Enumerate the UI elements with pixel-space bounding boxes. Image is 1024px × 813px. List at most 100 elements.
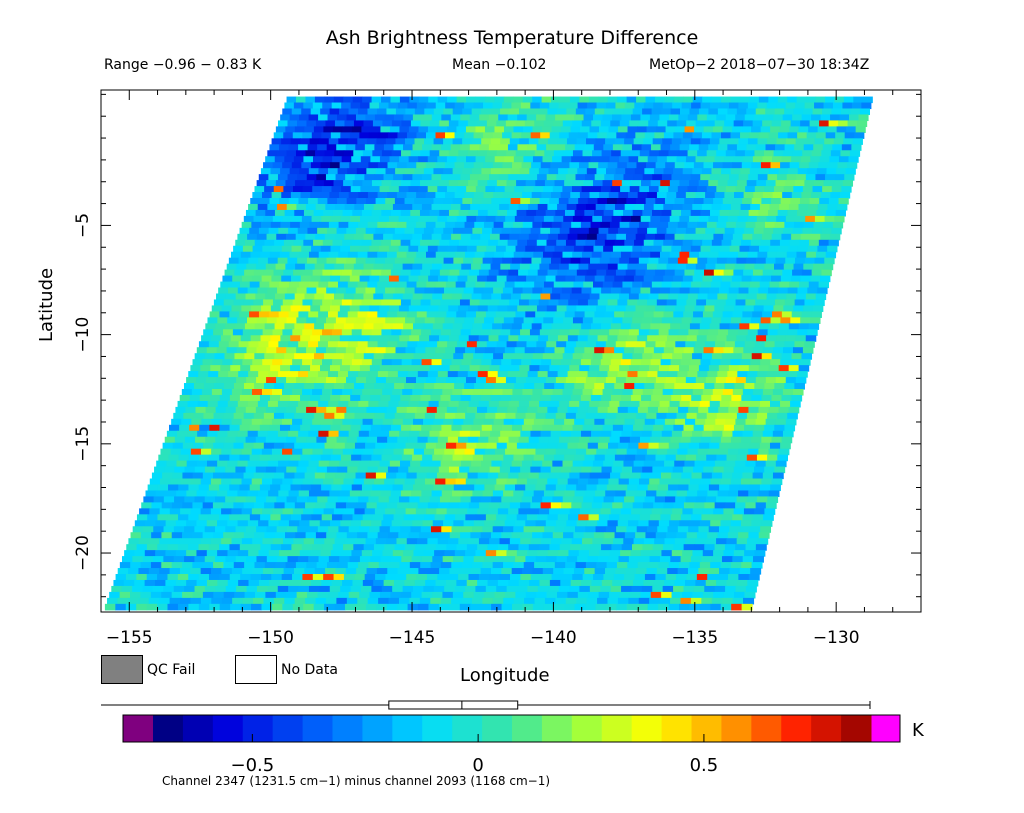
swath-pixel bbox=[717, 144, 728, 151]
swath-pixel bbox=[479, 203, 491, 211]
swath-pixel bbox=[651, 317, 663, 324]
swath-pixel bbox=[801, 114, 812, 122]
swath-pixel bbox=[741, 436, 752, 444]
swath-pixel bbox=[327, 341, 339, 348]
swath-pixel bbox=[783, 186, 794, 193]
swath-pixel bbox=[330, 305, 341, 313]
swath-pixel bbox=[616, 198, 627, 205]
swath-pixel bbox=[536, 114, 547, 122]
swath-pixel bbox=[684, 233, 695, 241]
swath-pixel bbox=[286, 496, 298, 503]
swath-pixel bbox=[657, 371, 669, 378]
swath-pixel bbox=[473, 353, 484, 360]
swath-pixel bbox=[415, 544, 427, 551]
swath-pixel bbox=[456, 442, 467, 450]
swath-pixel bbox=[484, 347, 496, 354]
swath-pixel bbox=[308, 341, 319, 348]
swath-pixel bbox=[208, 371, 219, 378]
swath-pixel bbox=[573, 180, 584, 187]
swath-pixel bbox=[547, 108, 558, 116]
swath-pixel bbox=[709, 174, 721, 181]
swath-pixel bbox=[639, 221, 650, 229]
swath-pixel bbox=[741, 520, 752, 527]
swath-pixel bbox=[406, 281, 418, 289]
swath-pixel bbox=[343, 96, 354, 104]
swath-pixel bbox=[323, 508, 335, 515]
swath-pixel bbox=[239, 281, 251, 289]
swath-pixel bbox=[234, 383, 245, 390]
swath-pixel bbox=[624, 203, 635, 211]
swath-pixel bbox=[239, 484, 251, 492]
swath-pixel bbox=[513, 251, 525, 259]
swath-pixel bbox=[674, 418, 686, 426]
swath-pixel bbox=[354, 442, 366, 450]
swath-pixel bbox=[527, 174, 538, 181]
swath-pixel bbox=[836, 168, 847, 175]
swath-pixel bbox=[395, 138, 406, 145]
swath-pixel bbox=[456, 126, 467, 133]
swath-pixel bbox=[771, 394, 783, 402]
swath-pixel bbox=[209, 574, 220, 581]
swath-pixel bbox=[438, 400, 450, 408]
swath-pixel bbox=[386, 502, 398, 509]
swath-pixel bbox=[428, 466, 440, 474]
swath-pixel bbox=[658, 329, 670, 336]
swath-pixel bbox=[755, 502, 767, 509]
swath-pixel bbox=[741, 162, 752, 169]
swath-pixel bbox=[165, 490, 177, 498]
swath-pixel bbox=[625, 305, 637, 313]
swath-pixel bbox=[730, 96, 741, 104]
swath-pixel bbox=[260, 168, 272, 175]
swath-pixel bbox=[147, 514, 159, 521]
swath-pixel bbox=[680, 108, 691, 116]
swath-pixel bbox=[752, 233, 763, 241]
swath-pixel bbox=[490, 568, 502, 575]
swath-pixel bbox=[427, 538, 439, 545]
swath-pixel bbox=[629, 514, 641, 521]
swath-pixel bbox=[666, 412, 678, 420]
swath-pixel bbox=[604, 532, 616, 539]
swath-pixel bbox=[233, 472, 245, 480]
swath-pixel bbox=[379, 365, 391, 372]
swath-pixel bbox=[633, 174, 644, 181]
swath-pixel bbox=[268, 490, 279, 498]
swath-pixel bbox=[132, 526, 144, 533]
swath-pixel bbox=[344, 233, 355, 241]
swath-pixel bbox=[233, 562, 245, 569]
swath-pixel bbox=[817, 287, 828, 295]
swath-pixel bbox=[732, 388, 744, 396]
swath-pixel bbox=[424, 257, 435, 265]
swath-pixel bbox=[655, 233, 666, 241]
swath-pixel bbox=[243, 532, 255, 539]
swath-pixel bbox=[297, 526, 309, 533]
swath-pixel bbox=[547, 371, 559, 378]
swath-pixel bbox=[747, 215, 758, 223]
swath-pixel bbox=[410, 150, 421, 157]
swath-pixel bbox=[597, 299, 609, 307]
swath-pixel bbox=[651, 430, 663, 438]
swath-pixel bbox=[693, 311, 704, 318]
swath-pixel bbox=[480, 568, 492, 575]
swath-pixel bbox=[532, 424, 543, 432]
swath-pixel bbox=[773, 150, 784, 157]
swath-pixel bbox=[571, 538, 583, 545]
swath-pixel bbox=[406, 538, 418, 545]
swath-pixel bbox=[621, 466, 633, 474]
swath-pixel bbox=[301, 514, 313, 521]
swath-pixel bbox=[151, 532, 163, 539]
swath-pixel bbox=[261, 478, 273, 486]
swath-pixel bbox=[514, 347, 526, 354]
swath-pixel bbox=[600, 323, 612, 330]
swath-pixel bbox=[193, 383, 205, 390]
swath-pixel bbox=[223, 502, 234, 509]
swath-pixel bbox=[517, 305, 528, 313]
swath-pixel bbox=[463, 353, 474, 360]
swath-pixel bbox=[667, 371, 679, 378]
swath-pixel bbox=[119, 562, 131, 569]
swath-pixel bbox=[429, 209, 440, 217]
swath-pixel bbox=[214, 353, 226, 360]
swath-pixel bbox=[244, 323, 256, 330]
swath-pixel bbox=[637, 263, 648, 271]
swath-pixel bbox=[225, 293, 237, 301]
swath-pixel bbox=[554, 180, 565, 187]
